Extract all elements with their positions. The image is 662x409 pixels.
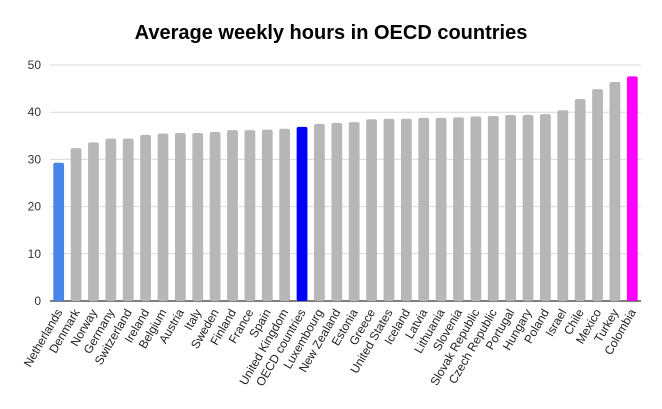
bar bbox=[244, 130, 256, 301]
bar bbox=[122, 138, 134, 301]
y-tick-label: 50 bbox=[28, 58, 42, 72]
bar bbox=[574, 98, 586, 301]
bar bbox=[470, 116, 482, 301]
bar bbox=[505, 115, 517, 301]
bar bbox=[609, 81, 621, 301]
bar bbox=[227, 130, 238, 301]
bar bbox=[261, 129, 273, 301]
bar bbox=[105, 138, 117, 301]
bar bbox=[140, 134, 151, 301]
bar bbox=[314, 124, 325, 301]
bar bbox=[209, 132, 221, 301]
bar bbox=[487, 115, 499, 301]
bar bbox=[70, 148, 82, 301]
x-axis-labels: NetherlandsDenmarkNorwayGermanySwitzerla… bbox=[21, 306, 639, 389]
bar bbox=[296, 126, 308, 301]
bar bbox=[53, 162, 65, 301]
bar bbox=[453, 117, 464, 301]
y-tick-label: 10 bbox=[28, 247, 42, 261]
bar bbox=[592, 89, 603, 302]
bar bbox=[174, 132, 186, 301]
bars bbox=[53, 76, 638, 302]
bar bbox=[88, 142, 99, 301]
bar bbox=[557, 110, 569, 301]
bar bbox=[331, 123, 343, 301]
bar bbox=[383, 118, 395, 301]
bar bbox=[348, 122, 360, 301]
bar bbox=[540, 114, 551, 301]
y-tick-label: 0 bbox=[34, 294, 41, 308]
bar bbox=[279, 128, 291, 301]
bar bbox=[366, 119, 377, 301]
y-tick-label: 20 bbox=[28, 200, 42, 214]
bar bbox=[626, 76, 638, 301]
bar bbox=[418, 117, 430, 301]
chart-title: Average weekly hours in OECD countries bbox=[135, 22, 528, 44]
bar bbox=[400, 118, 412, 301]
bar bbox=[435, 117, 447, 301]
bar bbox=[192, 132, 204, 301]
y-axis-ticks: 0 10 20 30 40 50 bbox=[28, 58, 42, 308]
y-tick-label: 40 bbox=[28, 105, 42, 119]
bar bbox=[157, 133, 169, 301]
gridlines bbox=[50, 64, 641, 302]
bar bbox=[522, 115, 534, 301]
y-tick-label: 30 bbox=[28, 152, 42, 166]
